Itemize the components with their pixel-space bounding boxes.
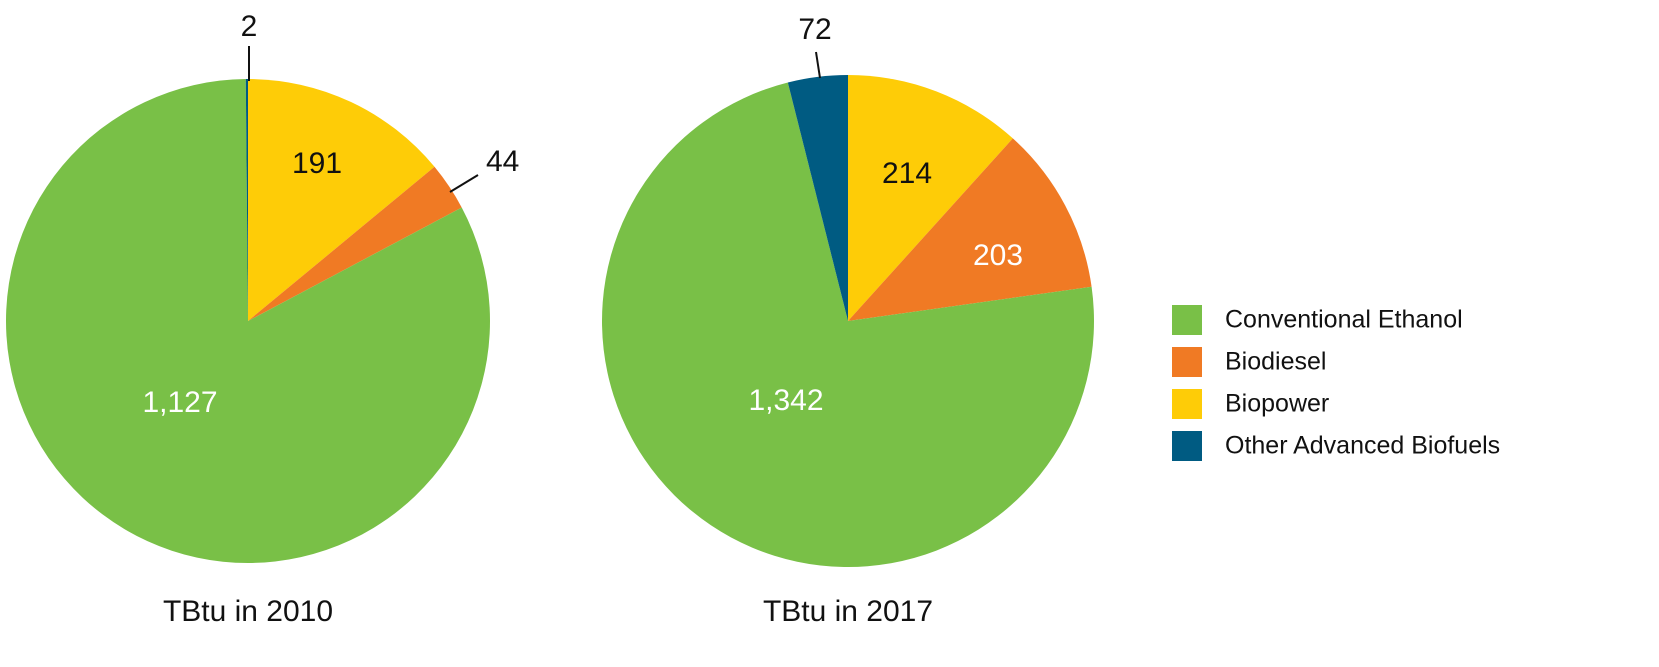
pie-slice-biodiesel bbox=[848, 138, 1092, 321]
pie-slice-ethanol bbox=[5, 79, 490, 564]
data-label-ethanol: 1,342 bbox=[748, 384, 823, 417]
leader-line-advanced bbox=[815, 51, 821, 79]
pie-2017-caption: TBtu in 2017 bbox=[763, 595, 933, 628]
legend-label-advanced: Other Advanced Biofuels bbox=[1225, 432, 1500, 460]
data-label-biopower: 191 bbox=[292, 147, 342, 180]
pie-slice-biodiesel bbox=[248, 166, 462, 321]
legend-label-ethanol: Conventional Ethanol bbox=[1225, 306, 1463, 334]
pie-slice-ethanol bbox=[601, 82, 1094, 567]
legend-label-biopower: Biopower bbox=[1225, 390, 1329, 418]
data-label-advanced: 72 bbox=[798, 13, 831, 46]
pie-2017: 214 203 1,342 72 bbox=[601, 13, 1094, 567]
legend-swatch-advanced bbox=[1172, 431, 1202, 461]
legend-swatch-biopower bbox=[1172, 389, 1202, 419]
data-label-biodiesel: 44 bbox=[486, 145, 519, 178]
data-label-biopower: 214 bbox=[882, 157, 932, 190]
pie-slice-advanced bbox=[245, 79, 248, 321]
legend-swatch-biodiesel bbox=[1172, 347, 1202, 377]
pie-slice-advanced bbox=[787, 75, 848, 321]
legend: Conventional Ethanol Biodiesel Biopower Oth… bbox=[1172, 305, 1500, 461]
legend-label-biodiesel: Biodiesel bbox=[1225, 348, 1326, 376]
data-label-advanced: 2 bbox=[241, 10, 258, 43]
pie-2010: 191 44 1,127 2 bbox=[5, 10, 519, 564]
data-label-biodiesel: 203 bbox=[973, 239, 1023, 272]
pie-slice-biopower bbox=[248, 79, 435, 321]
legend-swatch-ethanol bbox=[1172, 305, 1202, 335]
pie-slice-biopower bbox=[848, 75, 1013, 321]
pie-2010-caption: TBtu in 2010 bbox=[163, 595, 333, 628]
leader-line-biodiesel bbox=[449, 174, 479, 193]
data-label-ethanol: 1,127 bbox=[142, 386, 217, 419]
